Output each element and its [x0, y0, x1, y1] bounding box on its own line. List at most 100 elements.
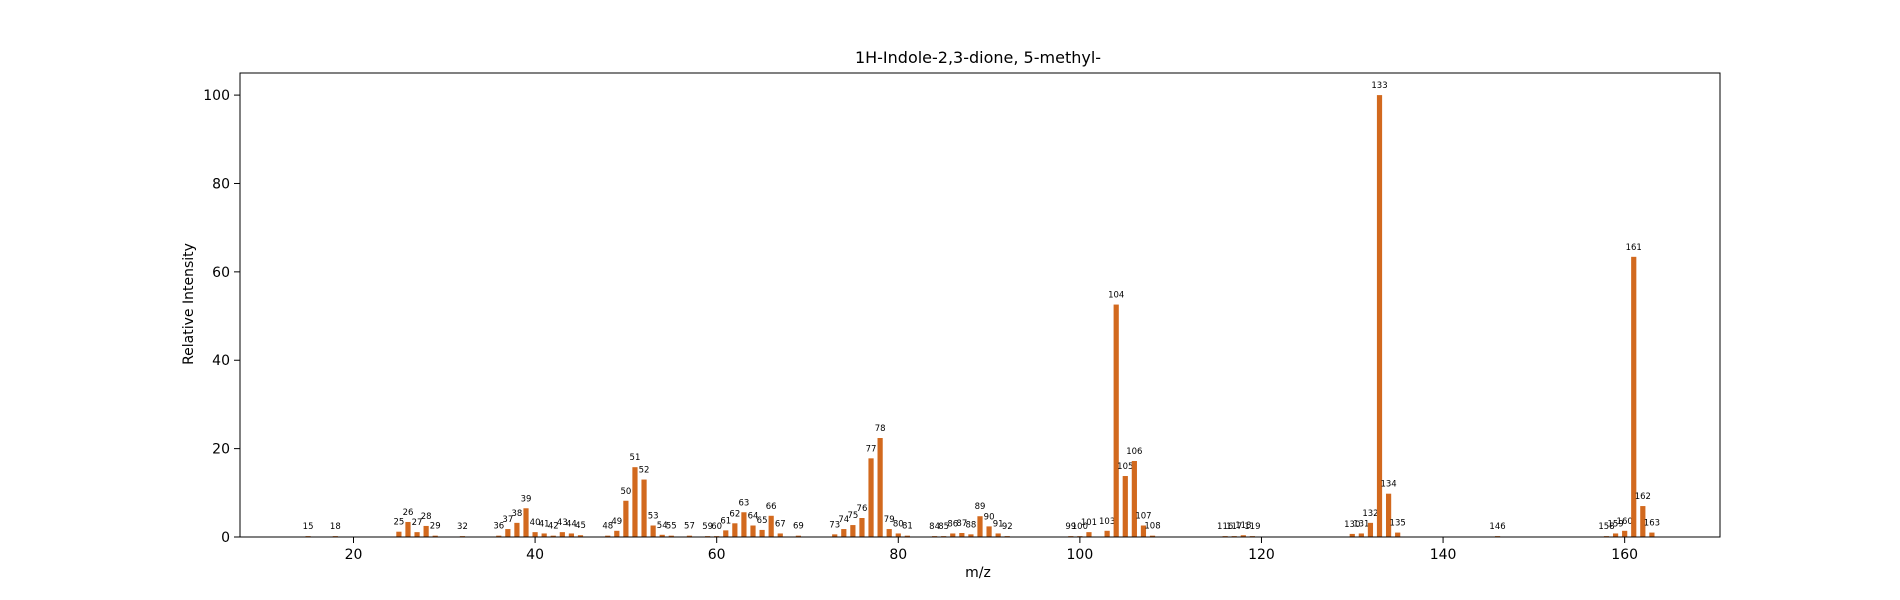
peak-label: 101: [1081, 518, 1097, 528]
peak-label: 73: [829, 520, 840, 530]
spectrum-bar: [1376, 95, 1383, 537]
spectrum-bar: [405, 521, 411, 537]
spectrum-bar: [968, 534, 974, 537]
peak-label: 161: [1626, 243, 1642, 253]
spectrum-bar: [886, 529, 892, 537]
spectrum-bar: [1086, 532, 1092, 537]
peak-label: 49: [611, 517, 622, 527]
peak-label: 62: [729, 509, 740, 519]
spectrum-bar: [795, 535, 801, 537]
peak-label: 104: [1108, 291, 1124, 301]
peak-label: 78: [875, 424, 886, 434]
peak-label: 75: [847, 511, 858, 521]
spectrum-bar: [514, 522, 520, 537]
peak-label: 69: [793, 522, 804, 532]
spectrum-bar: [995, 533, 1001, 537]
spectrum-bar: [1149, 535, 1156, 537]
spectrum-bar: [977, 516, 983, 537]
x-axis-label: m/z: [965, 565, 991, 581]
spectrum-bar: [768, 515, 774, 537]
x-tick-label: 120: [1248, 547, 1275, 563]
peak-label: 25: [393, 518, 404, 528]
peak-label: 64: [748, 512, 759, 522]
peak-label: 26: [403, 508, 414, 518]
peak-label: 41: [539, 519, 550, 529]
peak-label: 116: [1217, 522, 1233, 532]
spectrum-bar: [686, 535, 693, 537]
y-tick-label: 0: [221, 530, 230, 546]
spectrum-bar: [505, 529, 511, 537]
spectrum-bar: [1240, 535, 1246, 537]
peak-label: 65: [757, 516, 768, 526]
peak-label: 100: [1072, 522, 1088, 532]
spectrum-bar: [623, 500, 629, 537]
peak-label: 38: [512, 509, 523, 519]
spectrum-bar: [904, 535, 910, 537]
spectrum-bar: [1349, 533, 1355, 537]
peak-label: 162: [1635, 492, 1651, 502]
spectrum-bar: [605, 535, 611, 537]
spectrum-bar: [1612, 533, 1619, 537]
peak-label: 134: [1380, 480, 1396, 490]
peak-label: 105: [1117, 462, 1133, 472]
peak-label: 80: [893, 519, 904, 529]
spectrum-bar: [1385, 493, 1392, 537]
x-tick-label: 140: [1430, 547, 1457, 563]
x-tick-label: 160: [1611, 547, 1638, 563]
y-axis-label: Relative Intensity: [181, 243, 197, 365]
peak-label: 28: [421, 512, 432, 522]
peak-label: 43: [557, 518, 568, 528]
peak-label: 50: [620, 487, 631, 497]
peak-label: 57: [684, 522, 695, 532]
peak-label: 85: [938, 522, 949, 532]
spectrum-bar: [614, 530, 620, 537]
peak-label: 84: [929, 522, 940, 532]
peak-label: 61: [720, 516, 731, 526]
peak-label: 32: [457, 522, 468, 532]
spectrum-bar: [423, 525, 429, 537]
peak-label: 66: [766, 502, 777, 512]
spectrum-bar: [1113, 304, 1119, 537]
spectrum-bar: [1631, 256, 1637, 537]
spectrum-bar: [550, 535, 556, 537]
peak-label: 159: [1607, 519, 1623, 529]
spectrum-bar: [759, 529, 765, 537]
spectrum-bar: [1122, 476, 1128, 537]
spectrum-bar: [868, 458, 874, 537]
peak-label: 45: [575, 521, 586, 531]
spectrum-bar: [777, 533, 783, 537]
spectrum-bar: [959, 533, 965, 537]
spectrum-bar: [659, 534, 665, 537]
spectrum-bar: [641, 479, 647, 537]
spectrum-bar: [986, 526, 992, 537]
peak-label: 163: [1644, 519, 1660, 529]
peak-label: 88: [966, 520, 977, 530]
plot-frame: [239, 72, 1721, 538]
spectrum-bar: [432, 535, 438, 537]
peak-label: 133: [1371, 81, 1387, 91]
peak-label: 67: [775, 519, 786, 529]
x-tick-label: 100: [1067, 547, 1094, 563]
spectrum-bar: [632, 467, 638, 537]
spectrum-bar: [950, 533, 956, 537]
spectrum-bar: [559, 532, 565, 537]
peak-label: 42: [548, 522, 559, 532]
peak-label: 74: [838, 515, 849, 525]
peak-label: 39: [521, 494, 532, 504]
peak-label: 53: [648, 512, 659, 522]
peak-label: 103: [1099, 517, 1115, 527]
peak-label: 160: [1617, 517, 1633, 527]
peak-label: 99: [1065, 522, 1076, 532]
y-tick-label: 40: [212, 353, 230, 369]
peak-label: 91: [993, 519, 1004, 529]
peak-label: 77: [866, 444, 877, 454]
peak-label: 86: [947, 519, 958, 529]
spectrum-bar: [1140, 525, 1147, 537]
peak-label: 40: [530, 518, 541, 528]
peak-label: 51: [630, 453, 641, 463]
peak-label: 55: [666, 522, 677, 532]
peak-label: 130: [1344, 520, 1360, 530]
peak-label: 135: [1390, 519, 1406, 529]
